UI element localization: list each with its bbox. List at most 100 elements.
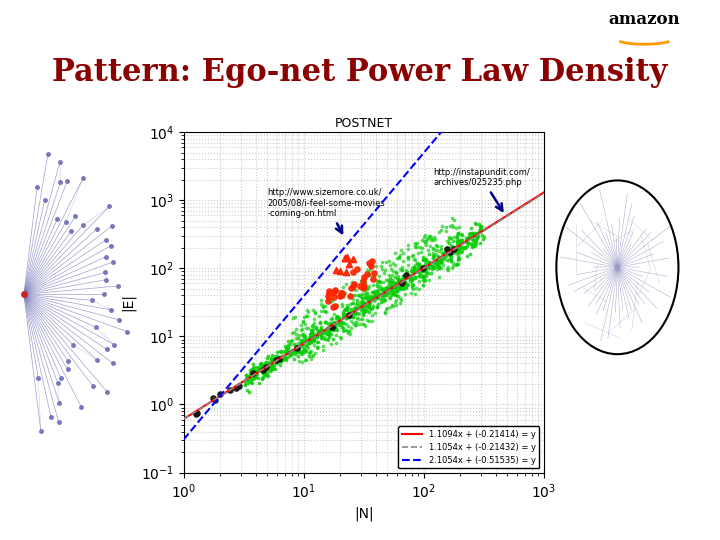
Point [264,363,275,372]
Point [459,243,470,252]
Point [359,307,371,315]
Point [384,257,395,266]
Point [433,247,445,255]
Point [438,249,449,258]
Point [356,293,368,302]
Point [431,246,442,255]
Point [308,335,320,344]
Point [467,228,478,237]
Point [328,323,339,332]
Point [317,328,328,336]
Point [349,321,361,330]
Point [452,244,464,253]
Point [369,294,380,303]
Point [351,301,362,309]
Point [348,319,359,327]
Point [324,294,336,303]
Point [451,231,463,239]
Point [298,313,310,321]
Point [408,266,419,275]
Point [389,289,400,298]
Point [469,242,481,251]
Point [420,268,432,276]
Point [346,313,357,322]
Point [392,272,404,280]
Point [328,318,339,326]
Point [317,341,328,350]
Point [379,296,391,305]
Point [328,303,339,312]
Point [328,321,340,329]
Point [240,374,252,383]
Point [450,259,462,268]
Point [366,310,377,319]
Point [432,258,444,266]
Point [431,240,442,249]
Point [456,248,467,256]
Point [308,324,320,333]
Point [241,386,253,394]
Point [297,358,308,367]
Point [420,272,432,281]
Point [374,281,386,290]
Point [290,329,302,338]
Point [262,352,274,361]
Point [388,277,400,286]
Point [459,243,471,252]
Point [372,293,384,302]
Point [249,372,261,381]
Point [299,336,310,345]
Point [387,289,399,298]
Point [276,354,288,363]
Point [303,334,315,343]
Point [382,284,394,293]
Point [354,291,365,299]
Point [297,336,308,345]
Point [421,262,433,271]
Point [331,311,343,320]
Point [335,291,346,300]
Text: Oddball: Spotting anomalies in weighted graphs,  Leman: Oddball: Spotting anomalies in weighted … [71,487,649,504]
Point [428,245,439,253]
Point [429,256,441,265]
Point [335,318,346,326]
Point [256,366,267,374]
Point [405,275,417,284]
Point [300,334,312,343]
Point [432,265,444,274]
Point [215,390,226,399]
Point [370,288,382,297]
Point [400,284,412,292]
Point [474,226,486,234]
Point [319,318,330,327]
Point [265,367,276,376]
Point [427,263,438,272]
Point [453,229,464,238]
Point [410,242,421,251]
Point [418,277,429,286]
Point [446,253,457,261]
Point [444,232,455,241]
Point [325,323,337,332]
Point [396,282,408,291]
Point [297,338,309,346]
Point [368,297,379,306]
Point [384,284,396,292]
Point [418,266,429,275]
Point [307,335,319,343]
Point [307,332,319,341]
Point [312,337,324,346]
Point [301,323,312,332]
Point [286,337,297,346]
Point [337,313,348,321]
Point [435,259,446,268]
Point [418,272,429,280]
Point [340,305,351,314]
Point [355,301,366,310]
Title: POSTNET: POSTNET [335,117,392,130]
Point [259,359,271,367]
Point [391,301,402,310]
Point [361,285,373,293]
Point [361,266,373,275]
Point [472,228,483,237]
